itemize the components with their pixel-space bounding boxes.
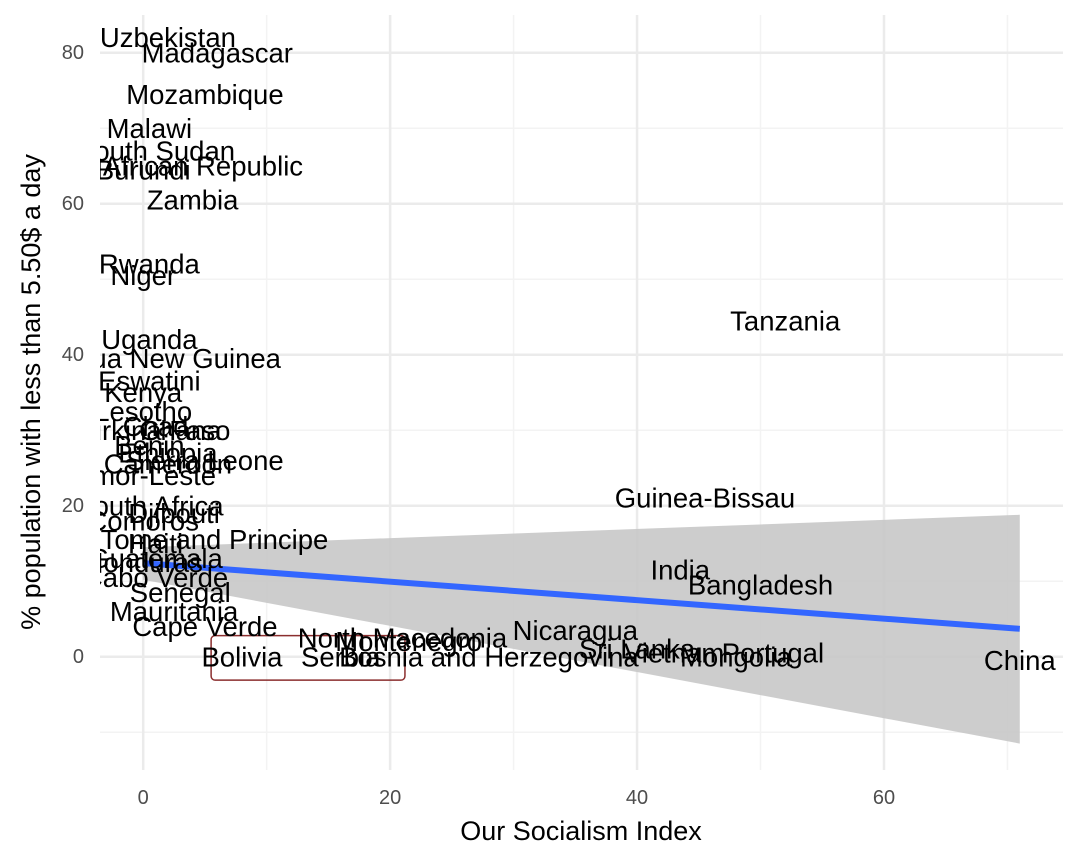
point-label: Sierra Leone (126, 445, 283, 476)
x-tick-label: 60 (873, 787, 895, 809)
point-label: Eswatini (98, 366, 200, 397)
point-label: South Africa (75, 490, 224, 521)
point-label: Honduras (84, 547, 203, 578)
point-label: Portugal (722, 637, 824, 668)
point-label: China (984, 645, 1057, 676)
point-label: Benin (114, 430, 184, 461)
point-label: Malawi (107, 113, 193, 144)
point-label: Bangladesh (688, 570, 833, 601)
point-label: Burundi (96, 154, 191, 185)
point-label: Cameroon (104, 449, 232, 480)
point-label: Lesotho (94, 396, 192, 427)
trend-line-layer (142, 560, 1021, 632)
highlight-box (210, 634, 406, 681)
point-label: Tanzania (730, 305, 841, 336)
x-tick-label: 20 (379, 787, 401, 809)
y-tick-label: 20 (62, 495, 84, 517)
point-label: Comoros (87, 505, 199, 536)
point-label: Ethiopia (118, 437, 218, 468)
confidence-band (143, 514, 1020, 744)
x-tick-label: 0 (138, 787, 149, 809)
point-label: Sri Lanka (579, 634, 696, 665)
x-tick-label: 40 (626, 787, 648, 809)
point-label: Vietnam (624, 637, 724, 668)
axes: 0 20 40 60 0 20 40 60 80 (62, 42, 895, 809)
y-tick-label: 60 (62, 193, 84, 215)
point-label: Senegal (130, 577, 231, 608)
point-label: Kenya (104, 377, 183, 408)
left-margin-mask (0, 0, 100, 780)
point-label: Cape Verde (132, 611, 277, 642)
point-label: Uganda (101, 324, 198, 355)
point-label: Rwanda (99, 249, 201, 280)
point-label: Uzbekistan (100, 22, 236, 53)
point-label: Mauritania (110, 596, 239, 627)
point-label: Ghana (139, 415, 222, 446)
point-label: Mongolia (680, 641, 792, 672)
point-label: Niger (110, 260, 176, 291)
point-label: India (650, 554, 710, 585)
point-label: Mozambique (126, 79, 283, 110)
point-label: South Sudan (76, 135, 235, 166)
x-axis-title: Our Socialism Index (460, 816, 702, 846)
point-label: Djibouti (128, 498, 220, 529)
confidence-band-layer (143, 514, 1020, 744)
y-tick-label: 0 (73, 646, 84, 668)
point-labels: UzbekistanMadagascarMozambiqueMalawiSout… (0, 0, 1057, 780)
y-tick-label: 80 (62, 42, 84, 64)
point-label: Guatemala (88, 543, 223, 574)
point-label: Zambia (147, 184, 239, 215)
point-label: North Macedonia (298, 622, 508, 653)
point-label: Serbia (301, 641, 381, 672)
point-label: Guinea-Bissau (615, 483, 795, 514)
y-axis-title: % population with less than 5.50$ a day (16, 154, 46, 630)
trend-line (142, 560, 1021, 632)
point-label: Bolivia (201, 641, 283, 672)
point-label: Nicaragua (513, 615, 639, 646)
point-label: Chad (123, 411, 189, 442)
point-label: Montenegro (335, 626, 482, 657)
point-label: Bosnia and Herzegovina (339, 641, 639, 672)
y-tick-label: 40 (62, 344, 84, 366)
point-label: Madagascar (142, 37, 293, 68)
point-label: Cabo Verde (83, 562, 228, 593)
point-label: Haiti (128, 528, 183, 559)
